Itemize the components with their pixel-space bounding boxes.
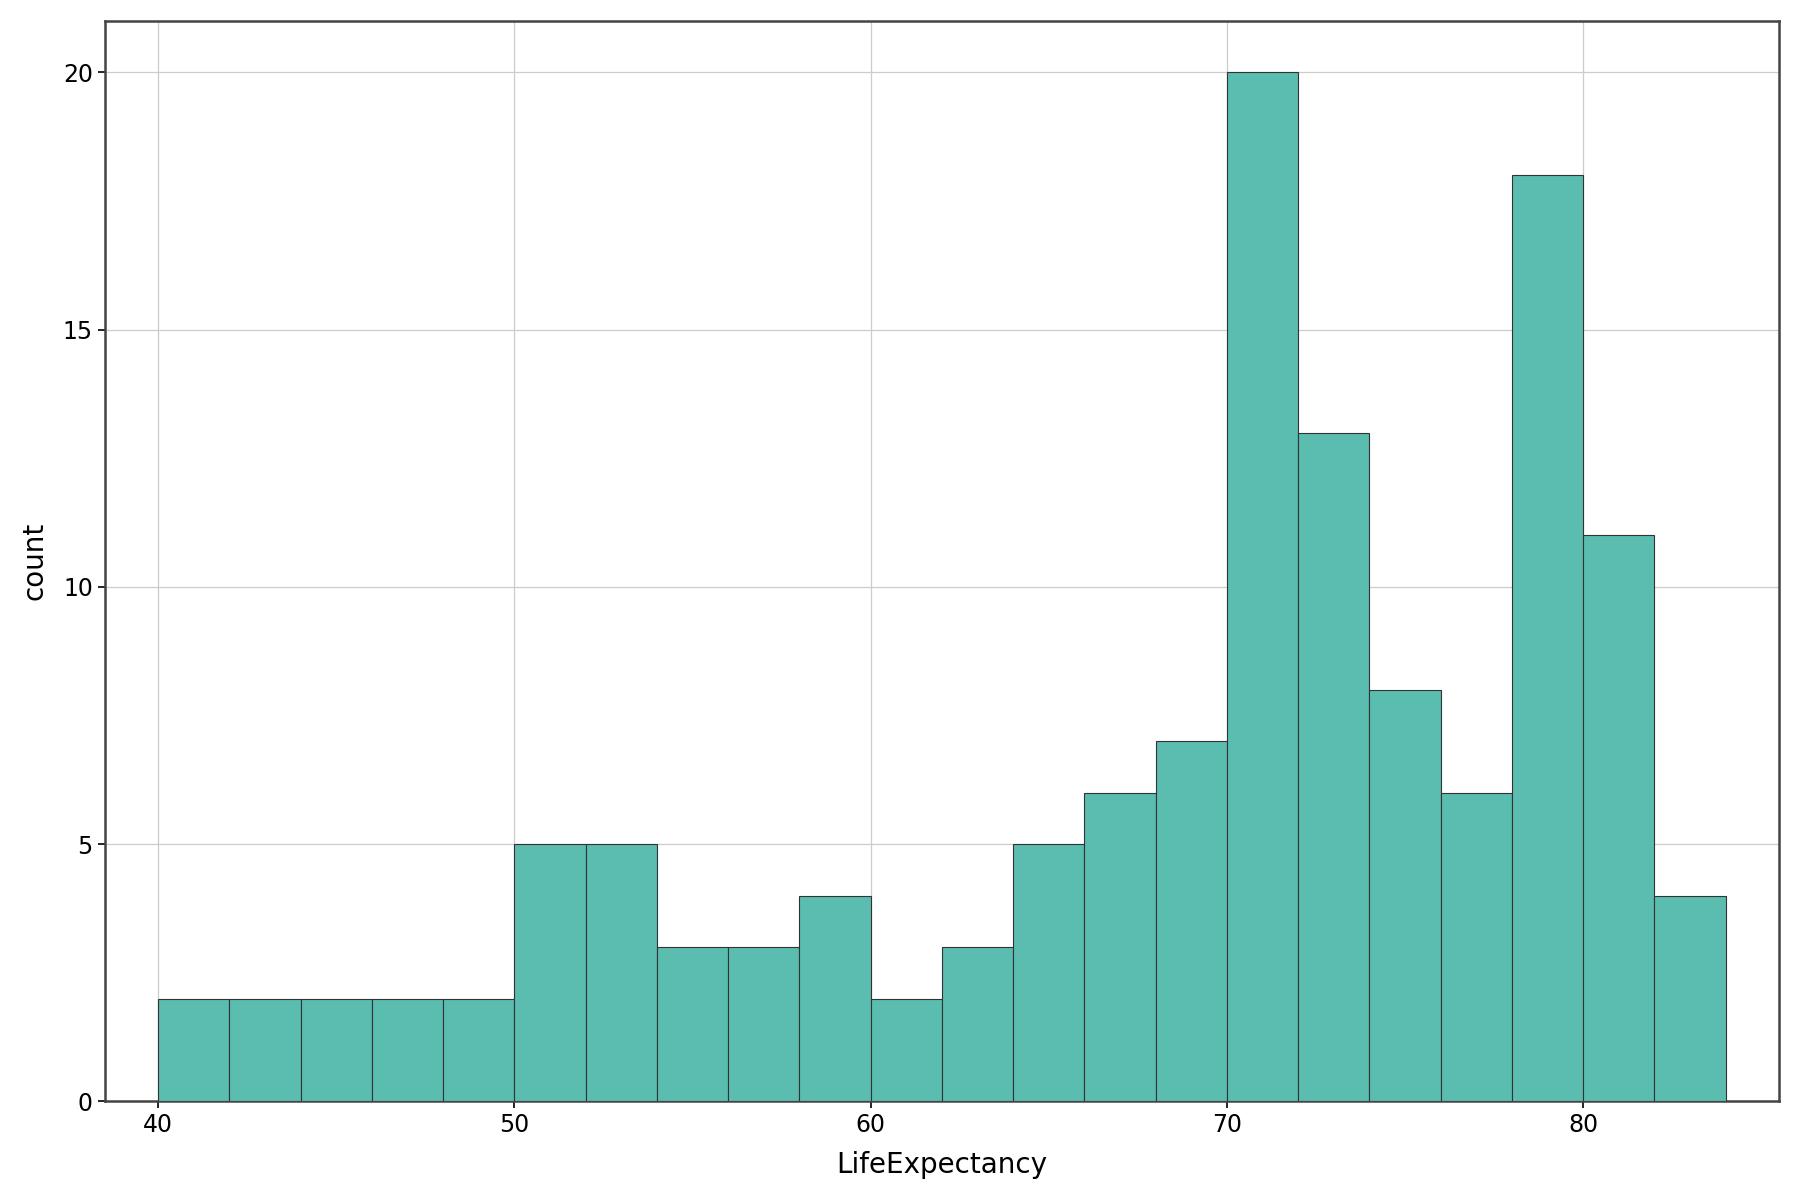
Bar [1084,793,1156,1102]
X-axis label: LifeExpectancy: LifeExpectancy [837,1151,1048,1180]
Bar [158,998,229,1102]
Y-axis label: count: count [22,522,49,600]
Bar [1228,72,1298,1102]
Bar [1370,690,1440,1102]
Bar [229,998,301,1102]
Bar [301,998,373,1102]
Bar [585,844,657,1102]
Bar [373,998,443,1102]
Bar [515,844,585,1102]
Bar [729,947,799,1102]
Bar [871,998,941,1102]
Bar [1013,844,1084,1102]
Bar [799,895,871,1102]
Bar [657,947,729,1102]
Bar [1654,895,1726,1102]
Bar [1440,793,1512,1102]
Bar [1512,175,1584,1102]
Bar [1156,742,1228,1102]
Bar [1584,535,1654,1102]
Bar [1298,432,1370,1102]
Bar [941,947,1013,1102]
Bar [443,998,515,1102]
